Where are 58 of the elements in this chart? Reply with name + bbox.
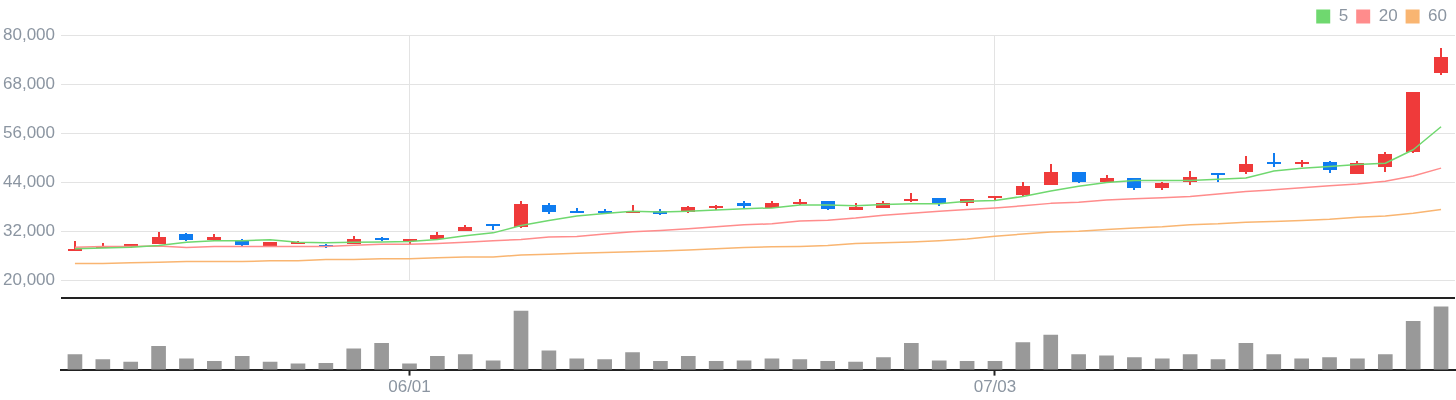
legend-label: 60 <box>1428 6 1448 26</box>
bar <box>374 342 389 370</box>
x-tick-label: 06/01 <box>388 377 431 397</box>
bar <box>1350 358 1365 370</box>
bar <box>1405 320 1421 370</box>
bar <box>597 359 612 370</box>
bar <box>1238 342 1254 370</box>
bar <box>987 361 1003 370</box>
bar <box>680 356 696 370</box>
y-tick-label: 32,000 <box>3 221 55 241</box>
bar <box>736 360 752 370</box>
bar <box>1294 358 1309 370</box>
legend-label: 5 <box>1338 6 1349 26</box>
bar <box>430 356 445 370</box>
bar <box>1127 357 1142 370</box>
bar <box>1099 355 1114 370</box>
y-tick-label: 80,000 <box>3 24 55 44</box>
bar <box>1015 342 1031 370</box>
bar <box>95 359 111 370</box>
bar <box>541 350 557 370</box>
bar <box>1071 354 1086 370</box>
bar <box>513 310 529 370</box>
bar <box>1377 354 1393 370</box>
bar <box>820 361 836 370</box>
x-tick-label: 07/03 <box>973 377 1017 397</box>
y-tick-label: 68,000 <box>3 73 55 93</box>
bar <box>179 358 194 370</box>
bar <box>67 354 83 370</box>
bar <box>569 358 585 370</box>
bar <box>1182 354 1198 370</box>
bar <box>959 361 975 370</box>
bar <box>1266 354 1282 370</box>
bar <box>904 342 919 370</box>
bar <box>1210 359 1226 370</box>
bar <box>708 361 724 370</box>
bar <box>151 346 166 370</box>
bar <box>625 352 640 370</box>
y-tick-label: 20,000 <box>3 270 55 290</box>
bar <box>1043 334 1059 370</box>
bar <box>653 361 668 370</box>
bar <box>792 359 808 370</box>
candlestick <box>1434 47 1448 76</box>
bar <box>346 348 362 370</box>
bar <box>876 357 891 370</box>
bar <box>1154 358 1170 370</box>
y-tick-label: 56,000 <box>3 123 55 143</box>
bar <box>207 361 222 370</box>
bar <box>1322 357 1337 370</box>
bar <box>931 360 947 370</box>
bar <box>234 356 250 370</box>
bar <box>848 361 863 370</box>
candlestick <box>514 200 528 229</box>
bar <box>457 354 473 370</box>
legend-label: 20 <box>1378 6 1398 26</box>
bar <box>485 360 501 370</box>
bar <box>1433 306 1449 370</box>
bar <box>123 361 139 370</box>
y-tick-label: 44,000 <box>3 172 55 192</box>
